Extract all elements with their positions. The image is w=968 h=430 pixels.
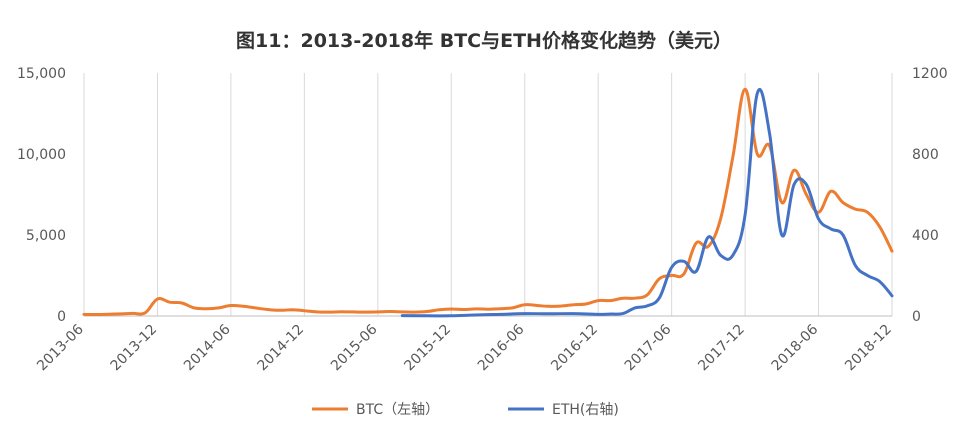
y-left-tick-label: 10,000 [17, 147, 66, 163]
x-tick-label: 2015-12 [401, 322, 454, 375]
y-left-tick-label: 5,000 [26, 228, 66, 244]
x-tick-label: 2018-06 [769, 321, 822, 374]
legend-label: ETH(右轴) [552, 402, 619, 418]
x-tick-label: 2013-06 [34, 321, 87, 374]
x-tick-label: 2014-06 [181, 321, 234, 374]
chart-title: 图11：2013-2018年 BTC与ETH价格变化趋势（美元） [236, 30, 732, 52]
x-tick-label: 2016-12 [548, 322, 601, 375]
series-line-btc [82, 87, 894, 317]
x-tick-label: 2018-12 [842, 322, 895, 375]
x-tick-label: 2017-06 [622, 321, 675, 374]
x-tick-label: 2015-06 [328, 321, 381, 374]
x-tick-label: 2016-06 [475, 321, 528, 374]
y-right-tick-label: 1200 [912, 66, 948, 82]
y-right-tick-label: 800 [912, 147, 939, 163]
x-tick-label: 2013-12 [108, 322, 161, 375]
y-left-tick-label: 15,000 [17, 66, 66, 82]
y-left-tick-label: 0 [57, 309, 66, 325]
y-right-tick-label: 0 [912, 309, 921, 325]
x-tick-label: 2017-12 [695, 322, 748, 375]
legend-label: BTC（左轴） [356, 402, 439, 418]
x-tick-label: 2014-12 [255, 322, 308, 375]
y-right-tick-label: 400 [912, 228, 939, 244]
series-line-eth [400, 88, 894, 318]
